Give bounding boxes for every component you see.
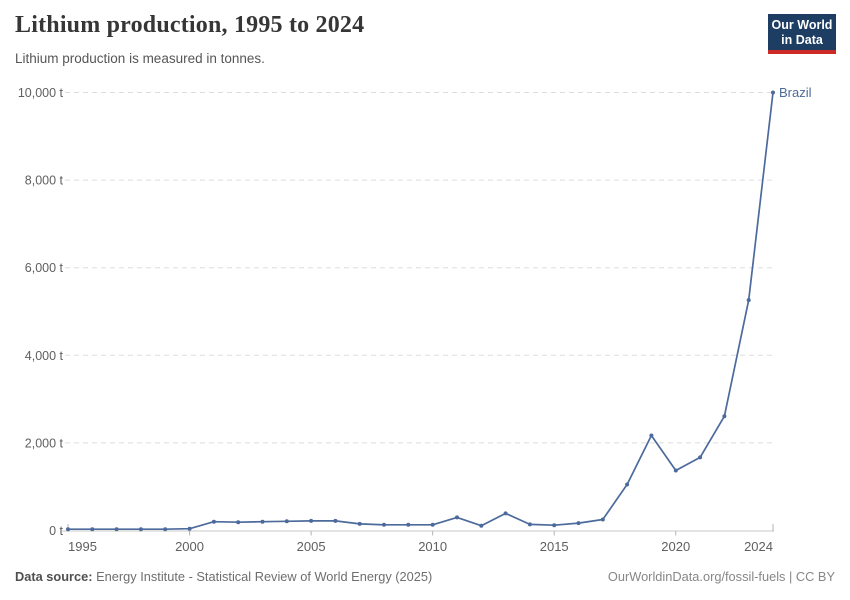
data-point-2021[interactable] <box>698 455 703 460</box>
owid-logo[interactable]: Our World in Data <box>768 14 836 54</box>
data-source-text: Energy Institute - Statistical Review of… <box>96 569 433 584</box>
data-point-2010[interactable] <box>430 522 435 527</box>
x-tick-label-2010: 2010 <box>418 539 447 554</box>
series-line-brazil[interactable] <box>67 91 774 531</box>
data-point-2013[interactable] <box>503 511 508 516</box>
data-point-2023[interactable] <box>746 298 751 303</box>
chart-title: Lithium production, 1995 to 2024 <box>15 12 365 38</box>
owid-logo-line1: Our World <box>771 18 833 32</box>
data-point-2018[interactable] <box>625 482 630 487</box>
y-tick-label-4000: 4,000 t <box>25 349 64 363</box>
data-point-1999[interactable] <box>163 527 168 532</box>
x-tick-label-2020: 2020 <box>661 539 690 554</box>
x-tick-label-2000: 2000 <box>175 539 204 554</box>
data-point-2015[interactable] <box>552 523 557 528</box>
data-point-2004[interactable] <box>284 519 289 524</box>
credit-link[interactable]: OurWorldinData.org/fossil-fuels | CC BY <box>607 569 835 584</box>
data-point-2022[interactable] <box>722 414 727 419</box>
x-tick-label-1995: 1995 <box>68 539 97 554</box>
y-tick-label-6000: 6,000 t <box>25 261 64 275</box>
series-label-brazil[interactable]: Brazil <box>779 85 812 100</box>
data-point-1997[interactable] <box>114 527 119 532</box>
data-point-2017[interactable] <box>600 517 605 522</box>
owid-logo-line2: in Data <box>781 32 823 47</box>
y-tick-label-0: 0 t <box>49 524 63 538</box>
data-point-2016[interactable] <box>576 521 581 526</box>
x-tick-label-2015: 2015 <box>540 539 569 554</box>
data-point-2006[interactable] <box>333 518 338 523</box>
data-point-2024[interactable] <box>771 90 775 95</box>
y-tick-label-2000: 2,000 t <box>25 436 64 450</box>
data-source-note: Data source: Energy Institute - Statisti… <box>15 569 432 584</box>
gridlines: 0 t 2,000 t 4,000 t 6,000 t 8,000 t 10,000 t <box>18 86 772 538</box>
data-point-2005[interactable] <box>309 518 314 523</box>
y-tick-label-10000: 10,000 t <box>18 86 64 100</box>
data-point-2020[interactable] <box>673 468 678 473</box>
data-point-2011[interactable] <box>455 515 459 520</box>
series-brazil[interactable]: Brazil <box>66 85 812 532</box>
data-point-2002[interactable] <box>236 520 241 525</box>
data-point-2014[interactable] <box>527 522 532 527</box>
x-tick-label-2005: 2005 <box>297 539 326 554</box>
chart-subtitle: Lithium production is measured in tonnes… <box>15 51 265 66</box>
data-point-1995[interactable] <box>66 527 70 532</box>
data-point-2003[interactable] <box>260 519 265 524</box>
y-tick-label-8000: 8,000 t <box>25 174 64 188</box>
data-point-2008[interactable] <box>382 522 386 527</box>
data-point-2001[interactable] <box>211 519 216 524</box>
axis-ticks: 1995 2000 2005 2010 2015 2020 2024 <box>67 524 774 554</box>
data-point-2009[interactable] <box>406 522 411 527</box>
data-point-2019[interactable] <box>649 433 654 438</box>
data-point-2007[interactable] <box>357 521 362 526</box>
data-point-1998[interactable] <box>138 527 143 532</box>
data-point-2012[interactable] <box>479 523 484 528</box>
data-point-2000[interactable] <box>187 526 192 531</box>
data-point-1996[interactable] <box>90 527 95 532</box>
data-source-label: Data source: <box>15 569 93 584</box>
x-tick-label-2024: 2024 <box>744 539 773 554</box>
